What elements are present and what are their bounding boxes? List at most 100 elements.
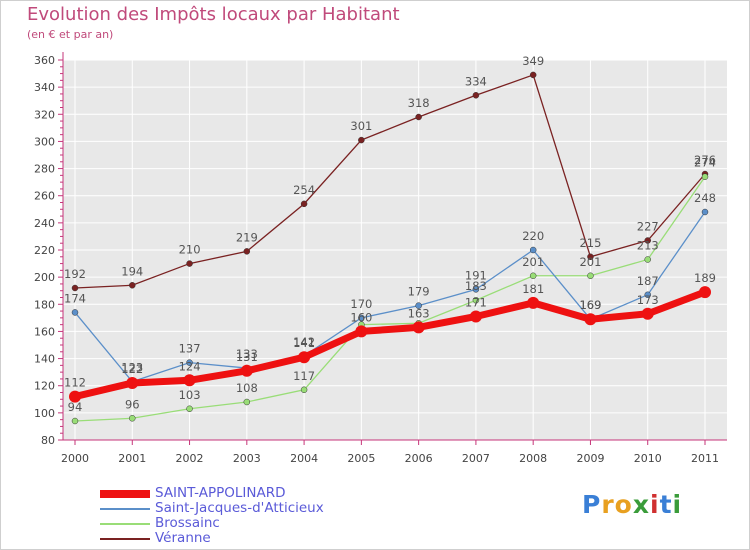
data-point-saint-appolinard <box>126 377 139 389</box>
data-label: 96 <box>125 397 140 411</box>
data-label: 334 <box>465 74 487 88</box>
data-point-saint-jacques-d-atticieux <box>472 286 480 293</box>
data-label: 227 <box>637 220 659 234</box>
data-label: 254 <box>293 183 315 197</box>
y-tick-label: 240 <box>34 217 55 230</box>
logo-letter: i <box>650 490 660 519</box>
data-label: 248 <box>694 191 716 205</box>
data-point-brossainc <box>529 272 537 280</box>
data-label: 163 <box>408 306 430 320</box>
data-point-v-ranne <box>644 237 651 244</box>
data-point-saint-appolinard <box>355 325 368 338</box>
y-tick-label: 120 <box>34 380 55 393</box>
data-label: 213 <box>637 239 659 253</box>
data-label: 219 <box>236 230 258 244</box>
data-label: 215 <box>579 236 601 250</box>
data-label: 124 <box>179 359 201 373</box>
data-label: 201 <box>522 255 544 269</box>
data-label: 169 <box>579 298 601 312</box>
data-point-saint-appolinard <box>584 313 597 326</box>
data-label: 112 <box>64 376 86 390</box>
data-point-brossainc <box>701 173 709 180</box>
legend-swatch-veranne <box>100 538 150 540</box>
data-label: 201 <box>579 255 601 269</box>
data-label: 183 <box>465 279 487 293</box>
series-line-brossainc <box>74 176 706 422</box>
data-label: 220 <box>522 229 544 243</box>
data-point-v-ranne <box>243 248 251 255</box>
proxiti-logo: Proxiti <box>582 490 682 519</box>
data-point-brossainc <box>243 398 251 406</box>
data-label: 122 <box>121 362 143 376</box>
data-point-saint-appolinard <box>240 364 253 377</box>
x-tick-label: 2008 <box>519 452 547 465</box>
x-tick-label: 2007 <box>462 452 490 465</box>
data-point-saint-jacques-d-atticieux <box>701 208 709 216</box>
data-label: 133 <box>236 347 258 361</box>
data-label: 318 <box>408 96 430 110</box>
y-tick-label: 200 <box>34 271 55 284</box>
x-tick-label: 2005 <box>347 452 375 465</box>
data-label: 174 <box>64 291 86 305</box>
data-point-saint-appolinard <box>298 351 311 364</box>
data-point-v-ranne <box>129 282 136 289</box>
y-tick-label: 100 <box>34 407 55 420</box>
data-label: 169 <box>579 298 601 312</box>
data-point-saint-appolinard <box>641 307 654 320</box>
x-tick-label: 2003 <box>233 452 261 465</box>
y-tick-label: 280 <box>34 163 55 176</box>
logo-letter: P <box>582 490 602 519</box>
legend-label: Véranne <box>155 530 211 546</box>
logo-letter: r <box>601 490 615 519</box>
data-label: 170 <box>350 297 372 311</box>
data-point-saint-appolinard <box>183 374 196 387</box>
data-label: 117 <box>293 369 315 383</box>
y-tick-label: 160 <box>34 325 55 338</box>
data-label: 108 <box>236 381 258 395</box>
x-tick-label: 2001 <box>118 452 146 465</box>
logo-letter: o <box>614 490 633 519</box>
data-label: 123 <box>121 361 143 375</box>
series-line-saint-appolinard <box>71 288 709 401</box>
data-point-brossainc <box>587 272 594 280</box>
data-point-brossainc <box>71 417 79 425</box>
y-tick-label: 220 <box>34 244 55 257</box>
data-point-saint-appolinard <box>412 321 425 334</box>
x-tick-label: 2009 <box>576 452 604 465</box>
data-point-saint-jacques-d-atticieux <box>529 246 537 254</box>
data-label: 160 <box>350 310 372 324</box>
data-label: 349 <box>522 54 544 68</box>
data-label: 94 <box>68 400 83 414</box>
data-point-v-ranne <box>71 284 79 292</box>
data-point-saint-appolinard <box>469 310 482 323</box>
data-point-v-ranne <box>300 200 308 208</box>
y-tick-label: 340 <box>34 81 55 94</box>
logo-letter: t <box>659 490 673 519</box>
data-point-brossainc <box>186 405 193 413</box>
x-tick-label: 2004 <box>290 452 318 465</box>
legend-label: SAINT-APPOLINARD <box>155 485 286 501</box>
x-tick-label: 2002 <box>176 452 204 465</box>
data-label: 194 <box>121 264 143 278</box>
data-point-saint-jacques-d-atticieux <box>71 309 79 316</box>
legend-label: Saint-Jacques-d'Atticieux <box>155 500 324 516</box>
y-tick-label: 320 <box>34 108 55 121</box>
legend-label: Brossainc <box>155 515 220 531</box>
legend-swatch-saint-appolinard <box>100 490 150 498</box>
chart-subtitle: (en € et par an) <box>27 28 114 41</box>
data-label: 142 <box>293 335 315 349</box>
data-label: 210 <box>179 243 201 257</box>
data-point-v-ranne <box>472 92 480 99</box>
data-point-saint-appolinard <box>527 296 540 309</box>
data-point-brossainc <box>472 296 480 304</box>
x-tick-label: 2010 <box>634 452 662 465</box>
data-label: 137 <box>179 342 201 356</box>
data-point-saint-appolinard <box>699 286 711 299</box>
legend-swatch-saint-jacques <box>100 508 150 510</box>
data-point-saint-jacques-d-atticieux <box>186 359 193 366</box>
y-tick-label: 300 <box>34 135 55 148</box>
y-tick-label: 360 <box>34 54 55 67</box>
x-tick-label: 2006 <box>405 452 433 465</box>
data-point-v-ranne <box>587 253 594 261</box>
